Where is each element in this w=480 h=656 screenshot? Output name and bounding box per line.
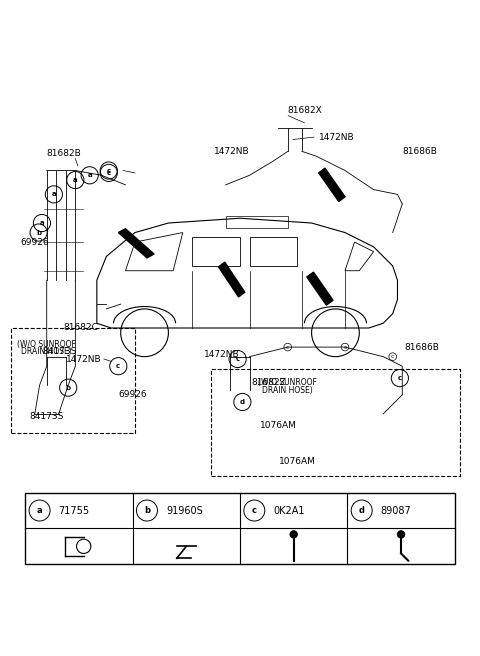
- Text: 81686B: 81686B: [402, 147, 437, 156]
- Text: 71755: 71755: [59, 506, 90, 516]
- Text: DRAIN HOSE): DRAIN HOSE): [21, 348, 72, 356]
- Text: DRAIN HOSE): DRAIN HOSE): [263, 386, 313, 394]
- Text: (W/O SUNROOF: (W/O SUNROOF: [17, 340, 76, 349]
- Text: b: b: [36, 230, 41, 236]
- Text: c: c: [252, 506, 257, 515]
- Text: 84173S: 84173S: [30, 412, 64, 420]
- Text: 0K2A1: 0K2A1: [274, 506, 305, 516]
- Circle shape: [290, 531, 298, 538]
- Text: (W/O SUNROOF: (W/O SUNROOF: [258, 379, 317, 388]
- Text: 1472NB: 1472NB: [319, 133, 354, 142]
- Text: 1076AM: 1076AM: [260, 421, 297, 430]
- Text: 89087: 89087: [381, 506, 411, 516]
- Text: 69926: 69926: [21, 237, 49, 247]
- Polygon shape: [218, 262, 245, 297]
- Text: 69926: 69926: [118, 390, 147, 400]
- Text: d: d: [359, 506, 365, 515]
- Text: a: a: [87, 173, 92, 178]
- Text: c: c: [286, 344, 289, 350]
- Circle shape: [397, 531, 405, 538]
- Text: c: c: [343, 344, 347, 350]
- Bar: [226, 216, 288, 228]
- Polygon shape: [118, 229, 154, 258]
- Polygon shape: [319, 168, 345, 201]
- Text: 1472NB: 1472NB: [214, 147, 250, 156]
- Text: d: d: [240, 399, 245, 405]
- Text: c: c: [107, 167, 111, 174]
- Bar: [25, 493, 455, 564]
- Text: 81686B: 81686B: [405, 342, 440, 352]
- Text: a: a: [37, 506, 42, 515]
- Text: c: c: [236, 356, 240, 362]
- Text: 1472NB: 1472NB: [66, 354, 102, 363]
- Text: 81682B: 81682B: [46, 150, 81, 158]
- Polygon shape: [307, 272, 333, 305]
- Text: 84173S: 84173S: [42, 348, 76, 356]
- Text: 81682Z: 81682Z: [251, 379, 286, 388]
- Text: a: a: [40, 220, 44, 226]
- Text: c: c: [116, 363, 120, 369]
- Text: 91960S: 91960S: [166, 506, 203, 516]
- Text: a: a: [51, 192, 56, 197]
- Text: c: c: [391, 354, 395, 359]
- Text: 1472NB: 1472NB: [204, 350, 240, 359]
- Text: a: a: [73, 177, 78, 183]
- Text: c: c: [107, 170, 111, 176]
- Text: 81682C: 81682C: [63, 323, 98, 333]
- Text: 1076AM: 1076AM: [279, 457, 316, 466]
- Text: c: c: [398, 375, 402, 381]
- Text: 81682X: 81682X: [287, 106, 322, 115]
- Text: b: b: [66, 384, 71, 391]
- Text: b: b: [144, 506, 150, 515]
